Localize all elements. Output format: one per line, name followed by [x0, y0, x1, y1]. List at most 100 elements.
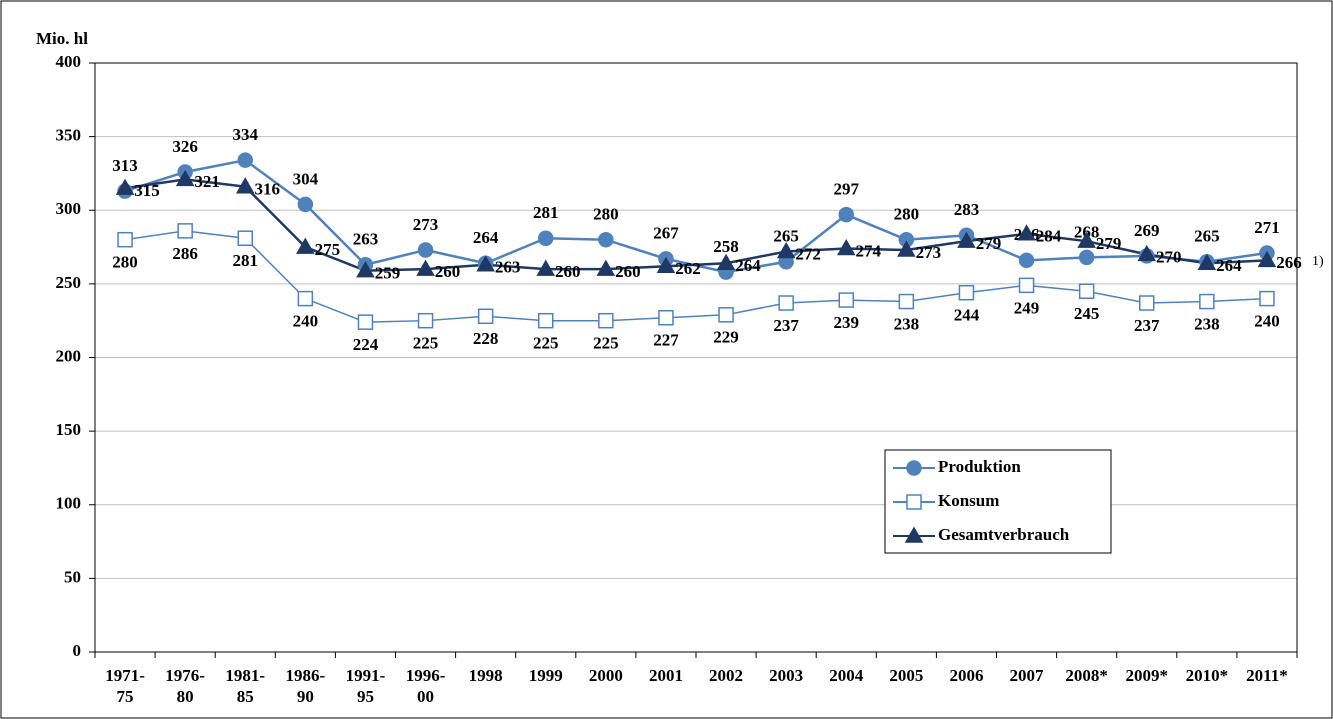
data-label: 224: [353, 335, 379, 354]
marker: [297, 290, 314, 307]
data-label: 272: [795, 244, 821, 263]
marker: [356, 261, 375, 278]
y-tick-label: 350: [56, 126, 82, 145]
data-label: 265: [1194, 227, 1220, 246]
data-label: 269: [1134, 221, 1160, 240]
data-label: 284: [1036, 227, 1062, 246]
data-label: 281: [233, 251, 259, 270]
x-tick-label: 2001: [648, 666, 683, 685]
marker: [906, 494, 922, 510]
marker: [957, 231, 976, 248]
data-label: 279: [976, 234, 1002, 253]
data-label: 265: [773, 227, 799, 246]
data-label: 258: [713, 237, 739, 256]
data-label: 240: [1254, 312, 1280, 331]
y-axis-label: Mio. hl: [36, 29, 88, 48]
data-label: 283: [954, 200, 980, 219]
annotation: 1): [1312, 254, 1324, 269]
y-tick-label: 250: [56, 273, 82, 292]
data-label: 273: [916, 243, 942, 262]
data-label: 225: [413, 334, 439, 353]
marker: [656, 256, 676, 273]
data-label: 237: [1134, 316, 1160, 335]
marker: [778, 295, 794, 311]
marker: [598, 312, 614, 329]
x-tick-label: 2008*: [1065, 666, 1108, 685]
x-tick-label: 2007: [1009, 666, 1044, 685]
data-label: 249: [1014, 298, 1040, 317]
x-tick-label: 1981- 85: [225, 666, 266, 706]
marker: [297, 196, 314, 213]
marker: [538, 312, 554, 329]
data-label: 245: [1074, 304, 1100, 323]
marker: [1197, 253, 1217, 271]
marker: [476, 255, 495, 272]
data-label: 260: [555, 262, 581, 281]
marker: [536, 259, 556, 276]
y-tick-label: 150: [56, 420, 82, 439]
data-label: 260: [435, 262, 461, 281]
data-label: 264: [473, 228, 499, 247]
data-label: 240: [293, 312, 319, 331]
marker: [1199, 293, 1215, 310]
marker: [235, 177, 255, 194]
y-tick-label: 0: [73, 641, 82, 660]
marker: [115, 178, 135, 195]
x-tick-label: 2003: [769, 666, 804, 685]
marker: [1018, 252, 1035, 269]
x-tick-label: 2006: [949, 666, 984, 685]
data-label: 297: [834, 180, 860, 199]
marker: [1018, 277, 1035, 294]
data-label: 279: [1096, 234, 1122, 253]
x-tick-label: 2002: [709, 666, 744, 685]
data-label: 274: [856, 241, 882, 260]
data-label: 266: [1276, 253, 1302, 272]
marker: [1077, 231, 1096, 248]
legend-label: Produktion: [938, 457, 1021, 476]
marker: [718, 307, 734, 323]
marker: [898, 293, 915, 310]
data-label: 271: [1254, 218, 1280, 237]
data-label: 227: [653, 331, 679, 350]
marker: [417, 242, 434, 258]
data-label: 225: [593, 334, 619, 353]
marker: [1257, 250, 1277, 268]
data-label: 229: [713, 328, 739, 347]
marker: [117, 231, 133, 248]
marker: [1078, 249, 1095, 266]
marker: [177, 223, 193, 239]
marker: [1139, 295, 1155, 311]
x-tick-label: 1999: [528, 666, 563, 685]
data-label: 264: [1216, 256, 1242, 275]
x-tick-label: 2005: [889, 666, 924, 685]
data-label: 280: [112, 253, 138, 272]
data-label: 316: [255, 180, 281, 199]
data-label: 280: [593, 205, 619, 224]
x-tick-label: 2004: [829, 666, 864, 685]
data-label: 244: [954, 306, 980, 325]
marker: [417, 312, 434, 329]
data-label: 281: [533, 203, 559, 222]
marker: [776, 241, 796, 259]
x-tick-label: 1971- 75: [105, 666, 145, 706]
data-label: 280: [894, 205, 920, 224]
marker: [296, 237, 315, 254]
marker: [658, 309, 674, 326]
x-tick-label: 1976- 80: [165, 666, 205, 706]
marker: [596, 259, 616, 276]
y-tick-label: 400: [56, 52, 82, 71]
marker: [416, 259, 435, 276]
data-label: 304: [293, 169, 319, 188]
legend-label: Gesamtverbrauch: [938, 525, 1070, 544]
marker: [175, 169, 195, 187]
data-label: 262: [675, 259, 701, 278]
data-label: 228: [473, 329, 499, 348]
data-label: 239: [834, 313, 860, 332]
marker: [477, 308, 494, 325]
data-label: 238: [894, 314, 920, 333]
marker: [906, 460, 922, 476]
x-tick-label: 1986- 90: [285, 666, 326, 706]
